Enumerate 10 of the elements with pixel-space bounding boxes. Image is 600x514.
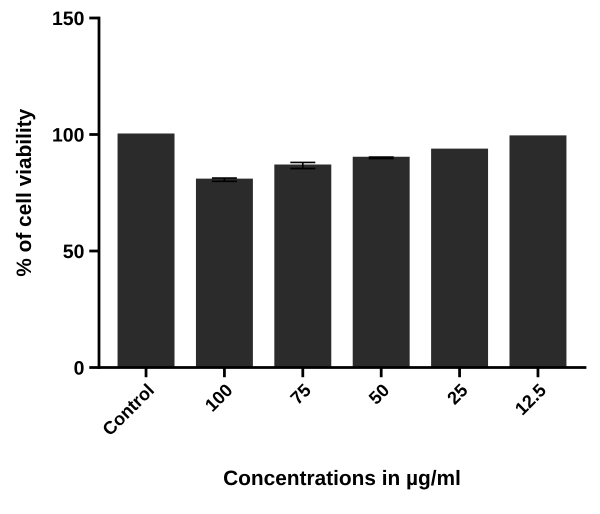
x-tick-label: 100	[204, 382, 234, 412]
y-axis-title: % of cell viability	[16, 108, 36, 276]
x-tick-label: 25	[446, 382, 469, 406]
y-tick-label: 0	[74, 360, 84, 375]
x-axis-title: Concentrations in µg/ml	[224, 470, 460, 490]
y-tick-label: 100	[53, 128, 84, 142]
x-tick-label: 50	[368, 382, 390, 406]
y-tick-label: 150	[53, 11, 84, 26]
y-tick-label: 50	[63, 244, 84, 258]
x-tick-label: 75	[290, 382, 312, 406]
